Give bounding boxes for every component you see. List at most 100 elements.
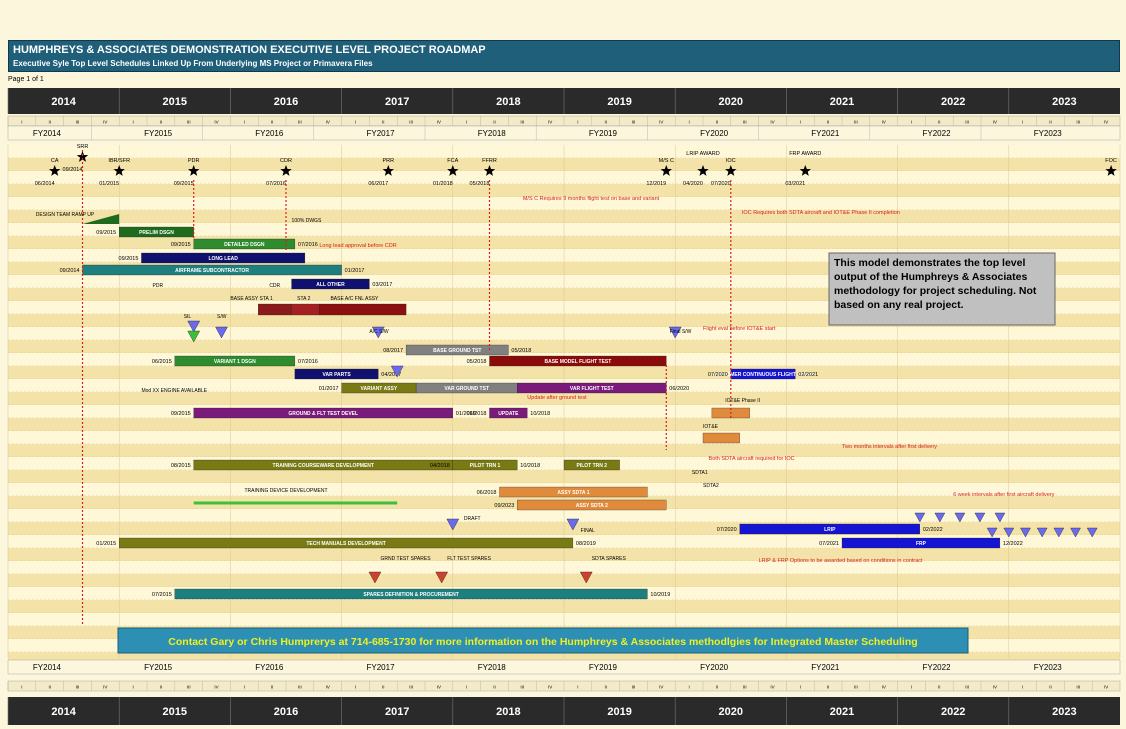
year-label: 2021 (830, 96, 854, 108)
frp-delivery (1036, 527, 1048, 538)
quarter-label: IV (548, 120, 552, 125)
bar-end-date: 12/2022 (1003, 541, 1023, 547)
fy-label: FY2018 (478, 129, 507, 138)
bar-label: TRAINING DEVICE DEVELOPMENT (244, 488, 327, 494)
bar-start-date: 09/2023 (494, 503, 514, 509)
gantt-bar (258, 303, 292, 316)
bar-start-date: 07/2020 (708, 372, 728, 378)
quarter-label: I (688, 120, 689, 125)
bar-end-date: 07/2016 (298, 359, 318, 365)
bar-end-date: 01/2019 (456, 411, 476, 417)
gantt-bar (294, 368, 379, 380)
quarter-label: II (48, 685, 51, 690)
quarter-label: II (716, 120, 719, 125)
quarter-label: I (244, 685, 245, 690)
milestone-label: CDR (280, 158, 292, 164)
design-team-wedge (82, 214, 120, 224)
fy-label: FY2021 (811, 663, 840, 672)
lrip-delivery (954, 512, 966, 523)
milestone-star (1105, 165, 1117, 176)
small-label: FLT TEST SPARES (447, 556, 491, 562)
gantt-bar (517, 382, 667, 394)
gantt-bar (841, 537, 1001, 549)
quarter-label: IV (882, 685, 886, 690)
year-label: 2017 (385, 96, 409, 108)
fy-label: FY2016 (255, 663, 284, 672)
bar-label: PILOT TRN 1 (470, 463, 501, 469)
bar-label: VAR GROUND TST (444, 386, 489, 392)
quarter-label: III (520, 685, 524, 690)
quarter-label: IV (214, 120, 218, 125)
quarter-label: I (911, 120, 912, 125)
quarter-label: II (271, 685, 274, 690)
milestone-star (382, 165, 394, 176)
milestone-date: 06/2017 (368, 181, 388, 187)
fy-label: FY2014 (33, 129, 62, 138)
gantt-bar (291, 278, 370, 290)
quarter-label: II (160, 685, 163, 690)
small-label: S/W (217, 314, 227, 320)
quarter-label: II (604, 120, 607, 125)
quarter-label: I (577, 685, 578, 690)
gantt-bar (141, 252, 306, 264)
small-label: DRAFT (464, 516, 481, 522)
quarter-label: III (1076, 685, 1080, 690)
gantt-bar (193, 407, 453, 419)
quarter-label: II (827, 120, 830, 125)
milestone-date: 09/2014 (63, 167, 83, 173)
fy-label: FY2020 (700, 129, 729, 138)
small-label: SDTA2 (703, 483, 719, 489)
year-label: 2018 (496, 96, 520, 108)
milestone-label: SRR (77, 144, 89, 150)
milestone-label: M/S C (659, 158, 674, 164)
contact-banner (117, 627, 969, 654)
milestone-label: IOC (726, 158, 736, 164)
quarter-label: I (800, 120, 801, 125)
milestone-triangle (390, 365, 404, 378)
quarter-label: III (1076, 120, 1080, 125)
note-text: methodology for project scheduling. Not (834, 285, 1037, 297)
quarter-label: III (76, 120, 80, 125)
small-label: STA 2 (297, 296, 310, 302)
bar-start-date: 07/2015 (152, 592, 172, 598)
milestone-label: PDR (188, 158, 200, 164)
bar-label: CUSTOMER CONTINUOUS FLIGHT TESTS (713, 372, 814, 378)
gantt-bar (489, 355, 667, 367)
bar-start-date: 04/2018 (430, 463, 450, 469)
milestone-date: 04/2020 (683, 181, 703, 187)
milestone-star (483, 165, 496, 176)
quarter-label: III (965, 120, 969, 125)
note-text: based on any real project. (834, 299, 964, 311)
year-label: 2023 (1052, 96, 1076, 108)
quarter-label: IV (326, 120, 330, 125)
fy-label: FY2019 (589, 129, 618, 138)
milestone-date: 03/2021 (785, 181, 805, 187)
small-label: GRND TEST SPARES (381, 556, 432, 562)
quarter-label: III (632, 120, 636, 125)
quarter-label: I (800, 685, 801, 690)
quarter-label: I (355, 120, 356, 125)
fy-label: FY2023 (1034, 663, 1063, 672)
milestone-star (280, 165, 292, 176)
bar-start-date: 09/2015 (171, 242, 191, 248)
quarter-label: IV (770, 685, 774, 690)
bar-label: PILOT TRN 2 (577, 463, 608, 469)
quarter-label: I (577, 120, 578, 125)
fy-label: FY2022 (923, 663, 952, 672)
annotation: Flight eval before IOT&E start (703, 326, 776, 332)
fy-label: FY2018 (478, 663, 507, 672)
year-label: 2022 (941, 96, 965, 108)
lrip-delivery (974, 512, 986, 523)
bar-start-date: 08/2017 (383, 348, 403, 354)
bar-start-date: 01/2017 (319, 386, 339, 392)
quarter-label: III (854, 120, 858, 125)
annotation: LRIP & FRP Options to be awarded based o… (759, 558, 923, 564)
bar-label: DETAILED DSGN (224, 242, 265, 248)
frp-delivery (1003, 527, 1015, 538)
year-label: 2014 (51, 706, 76, 718)
bar-end-date: 02/2021 (798, 372, 818, 378)
bar-start-date: 07/2020 (717, 527, 737, 533)
year-label: 2016 (274, 96, 298, 108)
bar-label: BASE GROUND TST (433, 348, 481, 354)
bar-label: ALL OTHER (316, 282, 345, 288)
